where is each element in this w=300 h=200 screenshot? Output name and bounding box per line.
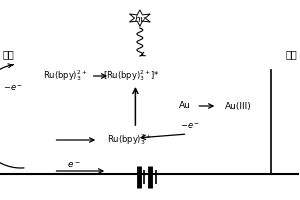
Text: $- e^-$: $- e^-$ bbox=[180, 121, 200, 131]
Text: 阳极: 阳极 bbox=[3, 49, 15, 59]
Text: Ru(bpy)$_3^{3+}$: Ru(bpy)$_3^{3+}$ bbox=[107, 133, 152, 147]
Text: [Ru(bpy)$_3^{2+}$]*: [Ru(bpy)$_3^{2+}$]* bbox=[103, 69, 159, 83]
Text: Au(III): Au(III) bbox=[225, 102, 251, 110]
Text: 阴极: 阴极 bbox=[286, 49, 297, 59]
Text: $h\nu$: $h\nu$ bbox=[134, 12, 146, 23]
Text: Ru(bpy)$_3^{2+}$: Ru(bpy)$_3^{2+}$ bbox=[43, 69, 88, 83]
Text: $e^-$: $e^-$ bbox=[68, 160, 81, 170]
Text: Au: Au bbox=[178, 102, 190, 110]
Text: $- e^-$: $- e^-$ bbox=[3, 83, 23, 93]
